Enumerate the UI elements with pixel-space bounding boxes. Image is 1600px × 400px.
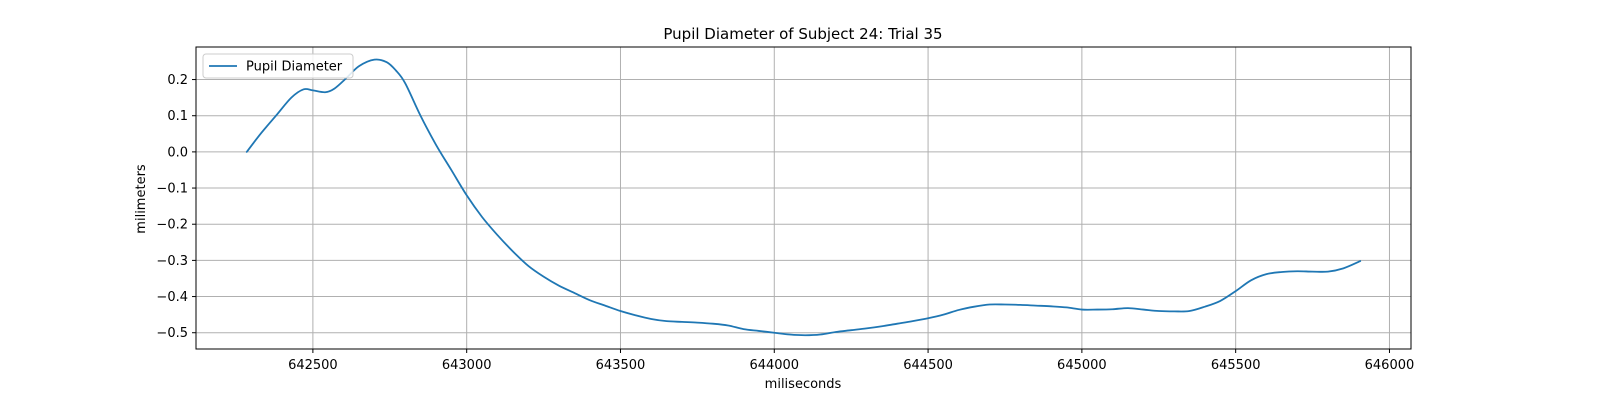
x-tick-label: 643500	[596, 358, 646, 373]
y-tick-label: −0.2	[156, 218, 188, 233]
legend-label-pupil-diameter: Pupil Diameter	[246, 60, 343, 75]
legend-frame	[202, 53, 354, 79]
y-axis-label: milimeters	[134, 164, 149, 234]
y-tick-label: −0.4	[156, 290, 188, 305]
y-tick-label: −0.1	[156, 182, 188, 197]
x-tick-label: 645000	[1057, 358, 1107, 373]
x-tick-label: 644500	[903, 358, 953, 373]
y-axis-ticks: 0.2 0.1 0.0 −0.1 −0.2 −0.3 −0.4 −0.5	[156, 73, 196, 341]
x-axis-ticks: 642500 643000 643500 644000 644500 645000 6455…	[288, 349, 1414, 373]
grid	[196, 47, 1411, 349]
x-tick-label: 644000	[749, 358, 799, 373]
x-tick-label: 642500	[288, 358, 338, 373]
y-tick-label: 0.0	[167, 145, 188, 160]
plot-frame	[195, 46, 1412, 350]
legend: Pupil Diameter	[202, 53, 354, 79]
x-tick-label: 646000	[1365, 358, 1415, 373]
y-tick-label: 0.1	[167, 109, 188, 124]
series-line-pupil-diameter	[245, 58, 1362, 337]
chart-title: Pupil Diameter of Subject 24: Trial 35	[663, 25, 942, 43]
series-layer	[245, 58, 1362, 337]
y-tick-label: 0.2	[167, 73, 188, 88]
x-tick-label: 645500	[1211, 358, 1261, 373]
y-tick-label: −0.5	[156, 326, 188, 341]
x-tick-label: 643000	[442, 358, 492, 373]
y-tick-label: −0.3	[156, 254, 188, 269]
x-axis-label: miliseconds	[765, 377, 842, 392]
